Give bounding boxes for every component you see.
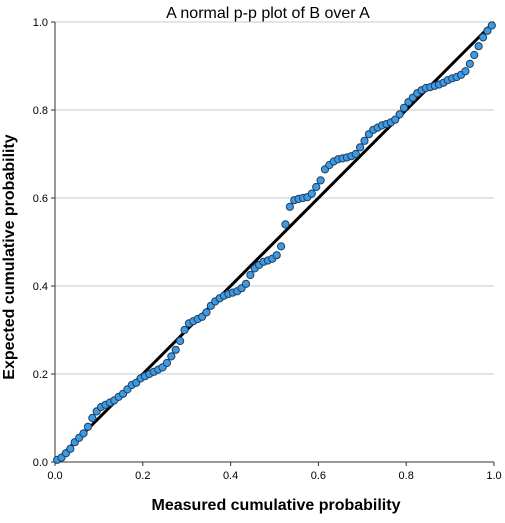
ticks-layer: 0.0 0.2 0.4 0.6 0.8 1.0 0.0 0.2 0.4 0.6 0.8 1.0 xyxy=(33,17,502,482)
data-point xyxy=(474,42,483,51)
data-point xyxy=(176,336,185,346)
data-point xyxy=(487,21,496,30)
data-point xyxy=(162,358,172,368)
data-point xyxy=(66,444,75,453)
x-tick-label: 0.2 xyxy=(135,470,150,482)
x-tick-label: 1.0 xyxy=(486,470,501,482)
data-point xyxy=(312,182,321,192)
data-point xyxy=(180,325,189,335)
data-point xyxy=(246,270,255,280)
data-point xyxy=(399,103,409,112)
grid-layer xyxy=(55,21,494,375)
y-tick-label: 0.4 xyxy=(33,281,48,293)
y-tick-label: 0.6 xyxy=(33,193,48,205)
y-axis-title: Expected cumulative probability xyxy=(1,134,18,380)
data-point xyxy=(395,110,404,119)
chart-title: A normal p-p plot of B over A xyxy=(166,5,370,22)
data-point xyxy=(276,242,286,251)
points-layer xyxy=(53,21,496,464)
data-point xyxy=(285,202,294,211)
x-tick-label: 0.8 xyxy=(399,470,414,482)
data-point xyxy=(391,115,400,124)
data-point xyxy=(478,33,488,42)
x-axis-title: Measured cumulative probability xyxy=(152,497,401,514)
y-tick-label: 0.2 xyxy=(33,369,48,381)
data-point xyxy=(281,220,290,229)
data-point xyxy=(83,422,93,431)
x-tick-label: 0.4 xyxy=(223,470,238,482)
data-point xyxy=(470,50,479,60)
data-point xyxy=(171,345,180,354)
data-point xyxy=(351,149,360,159)
axes-layer xyxy=(54,22,494,463)
x-tick-label: 0.6 xyxy=(311,470,326,482)
data-point xyxy=(272,251,281,260)
y-tick-label: 0.0 xyxy=(33,457,48,469)
data-point xyxy=(241,279,251,288)
y-tick-label: 0.8 xyxy=(33,105,48,117)
data-point xyxy=(202,308,211,317)
data-point xyxy=(307,189,316,198)
data-point xyxy=(88,413,97,423)
data-point xyxy=(465,59,474,68)
data-point xyxy=(316,176,325,185)
data-point xyxy=(461,67,470,76)
y-tick-label: 1.0 xyxy=(33,17,48,29)
data-point xyxy=(360,136,369,145)
x-tick-label: 0.0 xyxy=(47,470,62,482)
data-point xyxy=(79,429,88,438)
data-point xyxy=(356,143,365,152)
data-point xyxy=(167,352,176,361)
data-point xyxy=(483,26,492,35)
